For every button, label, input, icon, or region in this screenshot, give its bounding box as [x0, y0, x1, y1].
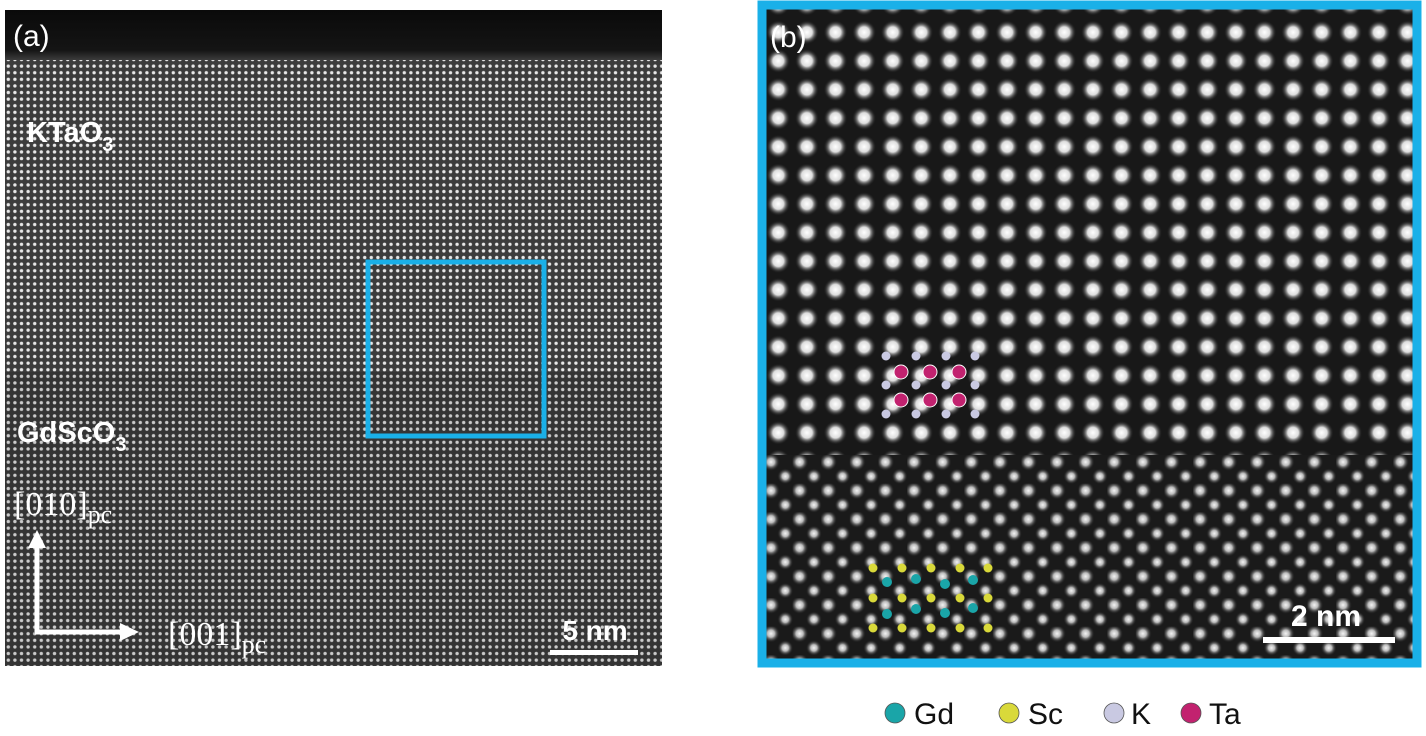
legend-marker [998, 702, 1020, 724]
atom-gd [882, 577, 892, 587]
atom-ta [951, 392, 967, 408]
atom-sc [955, 593, 965, 603]
atom-gd [911, 574, 921, 584]
scale-bar-label: 5 nm [562, 615, 627, 646]
atom-gd [968, 575, 978, 585]
atom-sc [897, 623, 907, 633]
atom-k [881, 351, 891, 361]
atom-ta [893, 364, 909, 380]
atom-sc [897, 563, 907, 573]
atom-sc [897, 593, 907, 603]
atom-ta [893, 392, 909, 408]
panel-b: (b) 2 nm [757, 0, 1422, 668]
atom-overlay [868, 351, 993, 633]
legend: Gd Sc K Ta [884, 698, 1241, 731]
atom-sc [868, 563, 878, 573]
atom-sc [926, 563, 936, 573]
scale-bar [550, 650, 638, 655]
atom-gd [882, 609, 892, 619]
substrate-label: GdScO3 [17, 417, 126, 456]
atom-sc [983, 623, 993, 633]
atom-k [970, 351, 980, 361]
atom-sc [983, 563, 993, 573]
atom-k [881, 380, 891, 390]
atom-k [970, 409, 980, 419]
atom-k [881, 409, 891, 419]
atom-ta [922, 364, 938, 380]
panel-label: (b) [770, 21, 807, 54]
legend-label: Sc [1028, 698, 1063, 731]
atom-k [941, 351, 951, 361]
legend-marker [1180, 702, 1202, 724]
panel-label: (a) [13, 20, 50, 53]
atom-gd [968, 603, 978, 613]
scale-bar-label: 2 nm [1291, 600, 1361, 633]
atom-sc [926, 623, 936, 633]
atom-sc [868, 593, 878, 603]
atom-sc [955, 623, 965, 633]
atom-k [911, 351, 921, 361]
atom-sc [926, 593, 936, 603]
atom-k [970, 380, 980, 390]
atom-sc [983, 593, 993, 603]
lattice-image [762, 5, 1417, 455]
atom-k [911, 380, 921, 390]
atom-ta [922, 392, 938, 408]
atom-k [941, 409, 951, 419]
atom-ta [951, 364, 967, 380]
panel-a: (a) KTaO3 GdScO3 [010]pc [001]pc 5 nm [5, 10, 662, 666]
atom-gd [940, 608, 950, 618]
legend-label: Ta [1209, 698, 1241, 731]
axis-horizontal-label: [001]pc [168, 616, 266, 659]
legend-label: Gd [914, 698, 954, 731]
atom-gd [940, 579, 950, 589]
legend-marker [1103, 702, 1125, 724]
zoom-box [365, 259, 547, 439]
legend-marker [884, 702, 906, 724]
scale-bar [1263, 637, 1395, 643]
atom-k [941, 380, 951, 390]
legend-label: K [1131, 698, 1151, 731]
lattice-image [5, 10, 662, 666]
atom-sc [868, 623, 878, 633]
atom-k [911, 409, 921, 419]
atom-sc [955, 563, 965, 573]
atom-gd [911, 604, 921, 614]
axis-vertical-label: [010]pc [14, 486, 112, 529]
axis-arrows [28, 530, 139, 641]
film-label: KTaO3 [27, 117, 113, 156]
